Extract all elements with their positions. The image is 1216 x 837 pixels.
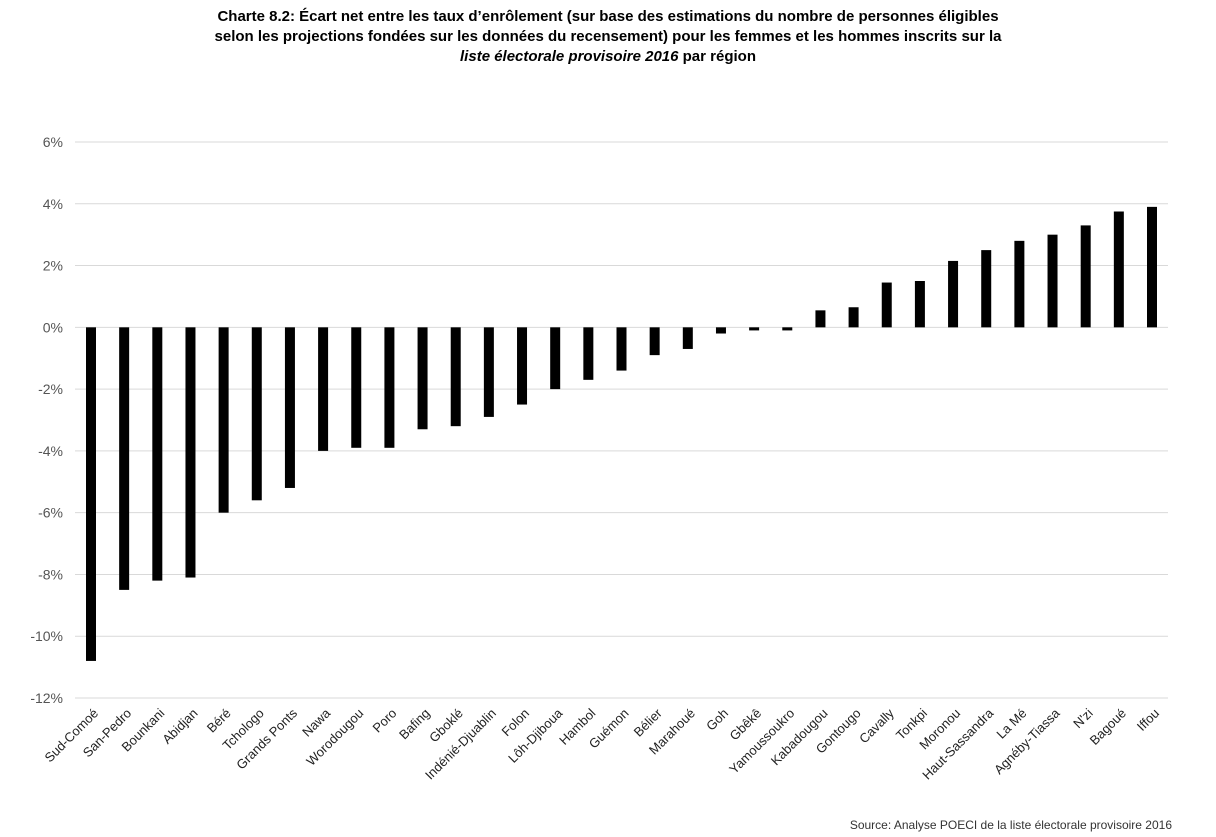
bar-gb-k-: [749, 327, 760, 331]
bar-bagou-: [1113, 211, 1124, 328]
chart-title-rest: par région: [678, 48, 756, 65]
x-tick-label: Abidjan: [159, 706, 200, 747]
y-tick-label: -4%: [38, 443, 63, 459]
x-tick-label: N'zi: [1070, 705, 1096, 731]
y-tick-label: -12%: [30, 690, 63, 706]
y-tick-label: 4%: [43, 196, 63, 212]
y-tick-label: 2%: [43, 258, 63, 274]
bar-cavally: [881, 282, 892, 328]
y-axis-tick-labels: 6% 4% 2% 0% -2% -4% -6% -8% -10% -12%: [30, 134, 63, 706]
bar-gontougo: [848, 307, 859, 328]
chart-title-line-1: Charte 8.2: Écart net entre les taux d’e…: [217, 8, 999, 25]
bar-tchologo: [251, 327, 262, 501]
x-tick-label: Bagoué: [1087, 706, 1129, 748]
bar-gu-mon: [616, 327, 627, 371]
gridlines: [75, 141, 1168, 699]
bar-sud-como-: [86, 327, 96, 661]
bar-kabadougou: [815, 310, 826, 328]
bar-bounkani: [152, 327, 163, 581]
bar-hambol: [583, 327, 594, 380]
bar-poro: [384, 327, 395, 448]
source-note: Source: Analyse POECI de la liste électo…: [849, 818, 1172, 832]
bar-folon: [517, 327, 528, 405]
chart-title-italic: liste électorale provisoire 2016: [460, 48, 679, 65]
bar-n-zi: [1080, 225, 1091, 328]
bars: [86, 206, 1157, 661]
x-tick-label: Béré: [204, 706, 234, 736]
x-tick-label: Poro: [369, 706, 399, 736]
chart-title-line-3: liste électorale provisoire 2016 par rég…: [0, 47, 1216, 67]
bar-abidjan: [185, 327, 196, 578]
bar-grands-ponts: [284, 327, 295, 488]
x-tick-label: Cavally: [856, 705, 897, 746]
y-tick-label: -8%: [38, 566, 63, 582]
y-tick-label: -2%: [38, 381, 63, 397]
bar-worodougou: [351, 327, 362, 448]
bar-yamoussoukro: [782, 327, 793, 331]
y-tick-label: -10%: [30, 628, 63, 644]
bar-tonkpi: [914, 281, 925, 328]
bar-bafing: [417, 327, 428, 430]
chart-title: Charte 8.2: Écart net entre les taux d’e…: [0, 7, 1216, 67]
bar-nawa: [318, 327, 329, 451]
bar-b-lier: [649, 327, 660, 356]
bar-moronou: [948, 260, 959, 328]
bar-agn-by-tiassa: [1047, 234, 1058, 328]
bar-goh: [715, 327, 726, 334]
x-tick-label: Goh: [703, 706, 731, 734]
y-tick-label: -6%: [38, 505, 63, 521]
x-tick-label: Iffou: [1134, 706, 1162, 734]
bar-l-h-djiboua: [550, 327, 561, 390]
chart-title-line-2: selon les projections fondées sur les do…: [214, 28, 1002, 45]
bar-b-r-: [218, 327, 229, 513]
bar-ind-ni-djuablin: [483, 327, 494, 417]
y-tick-label: 6%: [43, 134, 63, 150]
bar-haut-sassandra: [981, 250, 992, 328]
bar-gbokl-: [450, 327, 461, 427]
bar-marahou-: [682, 327, 693, 349]
bar-la-m-: [1014, 240, 1025, 328]
y-tick-label: 0%: [43, 319, 63, 335]
bar-iffou: [1147, 206, 1157, 328]
bar-san-pedro: [119, 327, 130, 590]
